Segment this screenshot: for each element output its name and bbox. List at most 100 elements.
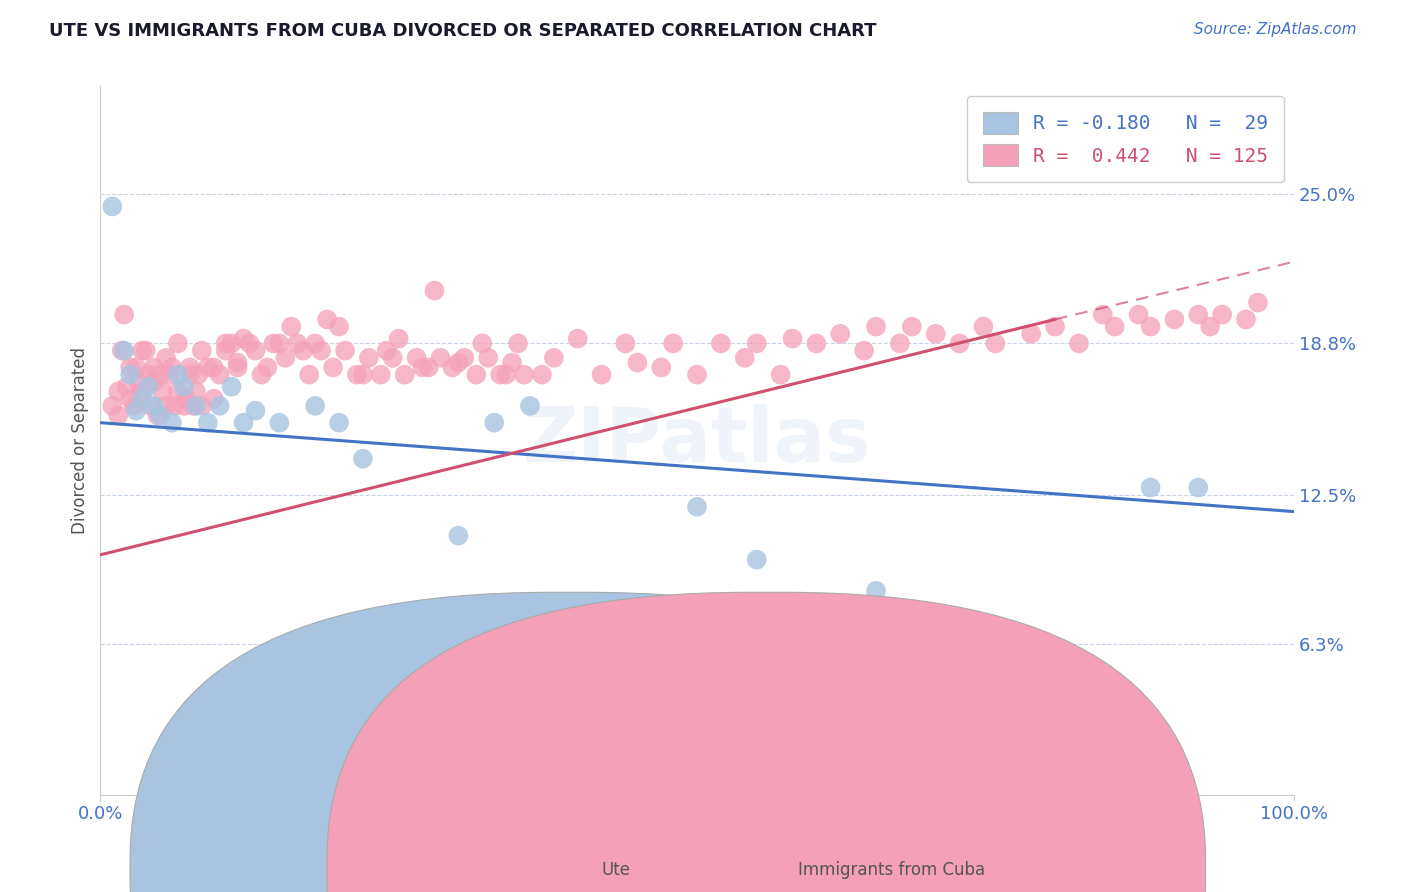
Point — [245, 403, 267, 417]
Point — [501, 356, 523, 370]
Point — [135, 343, 157, 358]
Point — [298, 368, 321, 382]
Point — [352, 368, 374, 382]
Point — [423, 284, 446, 298]
Point — [155, 399, 177, 413]
Point — [120, 392, 142, 406]
Point — [214, 343, 236, 358]
Point — [173, 399, 195, 413]
Point — [889, 336, 911, 351]
Point — [101, 399, 124, 413]
Point — [226, 356, 249, 370]
Point — [1247, 295, 1270, 310]
Point — [125, 360, 148, 375]
Point — [202, 360, 225, 375]
Text: ZIPatlas: ZIPatlas — [523, 404, 872, 478]
Point — [160, 360, 183, 375]
Point — [513, 368, 536, 382]
Point — [250, 368, 273, 382]
Point — [101, 199, 124, 213]
Point — [120, 368, 142, 382]
Point — [1139, 319, 1161, 334]
Point — [447, 356, 470, 370]
Point — [183, 399, 205, 413]
Point — [149, 409, 172, 423]
Point — [405, 351, 427, 365]
Point — [429, 351, 451, 365]
Point — [567, 332, 589, 346]
Text: UTE VS IMMIGRANTS FROM CUBA DIVORCED OR SEPARATED CORRELATION CHART: UTE VS IMMIGRANTS FROM CUBA DIVORCED OR … — [49, 22, 877, 40]
Point — [1187, 308, 1209, 322]
Point — [304, 336, 326, 351]
Point — [686, 500, 709, 514]
Y-axis label: Divorced or Separated: Divorced or Separated — [72, 347, 89, 534]
Point — [232, 416, 254, 430]
Point — [197, 360, 219, 375]
Point — [352, 451, 374, 466]
Point — [447, 528, 470, 542]
Point — [357, 351, 380, 365]
Point — [1187, 481, 1209, 495]
Point — [543, 351, 565, 365]
Point — [112, 343, 135, 358]
Point — [948, 336, 970, 351]
Point — [972, 319, 994, 334]
Point — [865, 319, 887, 334]
Point — [232, 332, 254, 346]
Point — [1163, 312, 1185, 326]
Point — [245, 343, 267, 358]
Point — [143, 375, 166, 389]
Point — [111, 343, 134, 358]
Point — [174, 392, 197, 406]
Point — [650, 360, 672, 375]
Text: Ute: Ute — [602, 861, 630, 879]
Point — [167, 336, 190, 351]
Text: Immigrants from Cuba: Immigrants from Cuba — [799, 861, 986, 879]
Point — [591, 368, 613, 382]
Point — [1043, 319, 1066, 334]
Point — [159, 368, 181, 382]
Point — [179, 360, 201, 375]
Point — [120, 360, 142, 375]
Point — [394, 368, 416, 382]
Point — [865, 583, 887, 598]
Point — [256, 360, 278, 375]
Point — [146, 409, 169, 423]
Point — [1104, 319, 1126, 334]
Point — [769, 368, 792, 382]
Point — [214, 336, 236, 351]
Point — [152, 384, 174, 399]
Point — [710, 336, 733, 351]
Point — [112, 308, 135, 322]
Point — [477, 351, 499, 365]
Point — [173, 379, 195, 393]
Point — [226, 360, 249, 375]
Point — [143, 399, 166, 413]
Point — [274, 351, 297, 365]
Point — [465, 368, 488, 382]
Point — [381, 351, 404, 365]
Point — [143, 360, 166, 375]
Point — [662, 336, 685, 351]
Point — [187, 368, 209, 382]
Point — [626, 356, 648, 370]
Point — [269, 336, 291, 351]
Point — [519, 399, 541, 413]
Point — [441, 360, 464, 375]
Point — [191, 343, 214, 358]
Point — [1067, 336, 1090, 351]
Point — [734, 351, 756, 365]
Point — [285, 336, 308, 351]
Point — [984, 336, 1007, 351]
Point — [202, 392, 225, 406]
Point — [328, 319, 350, 334]
Point — [149, 368, 172, 382]
Point — [530, 368, 553, 382]
Point — [184, 384, 207, 399]
Point — [453, 351, 475, 365]
Point — [269, 416, 291, 430]
Point — [107, 384, 129, 399]
Point — [1091, 308, 1114, 322]
Point — [375, 343, 398, 358]
Point — [1211, 308, 1233, 322]
